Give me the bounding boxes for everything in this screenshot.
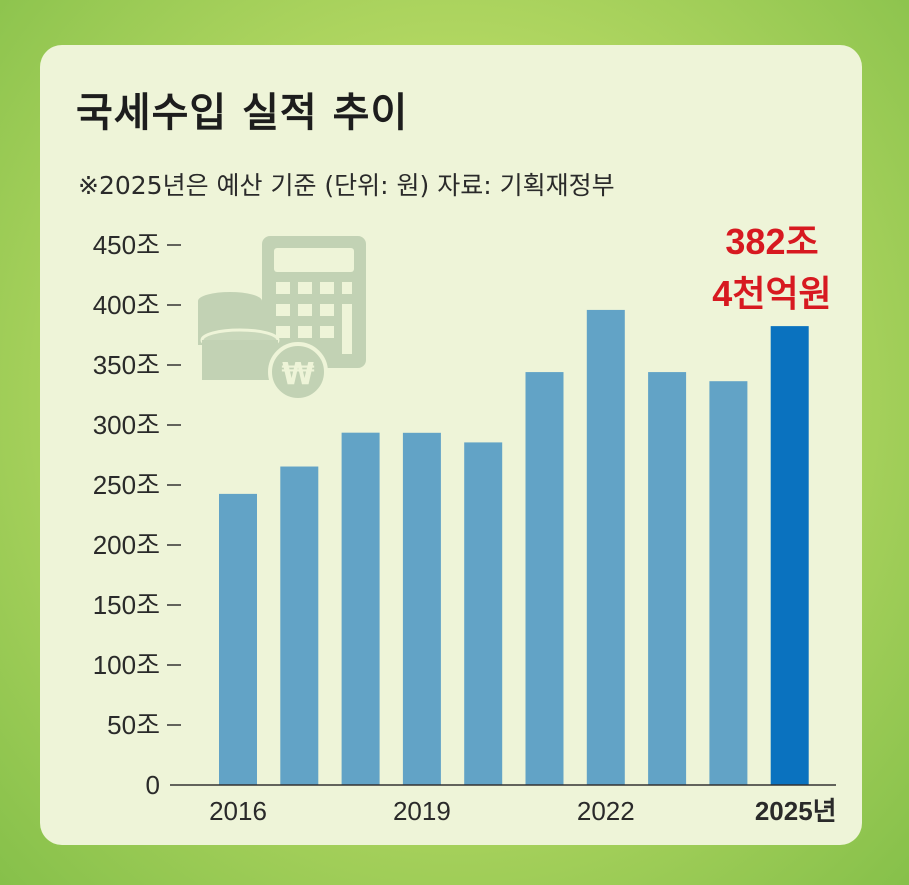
- bar-2020: [464, 442, 503, 785]
- highlight-label: 382조 4천억원: [712, 221, 831, 314]
- y-tick-label: 350조: [93, 350, 160, 380]
- bar-2023: [648, 372, 687, 785]
- bars: [219, 309, 809, 785]
- bar-2018: [341, 432, 380, 785]
- x-tick-label: 2025년: [755, 796, 837, 826]
- bar-2022: [586, 309, 625, 785]
- y-tick-label: 50조: [107, 710, 160, 740]
- x-tick-label: 2019: [393, 796, 451, 826]
- y-tick-label: 100조: [93, 650, 160, 680]
- bar-2017: [280, 466, 319, 785]
- y-tick-label: 400조: [93, 290, 160, 320]
- y-tick-label: 200조: [93, 530, 160, 560]
- x-tick-label: 2022: [577, 796, 635, 826]
- x-tick-label: 2016: [209, 796, 267, 826]
- bar-2016: [219, 493, 257, 785]
- calculator-and-coins-icon: ₩: [198, 236, 366, 402]
- y-tick-label: 300조: [93, 410, 160, 440]
- bar-2024: [709, 381, 748, 785]
- svg-text:₩: ₩: [281, 357, 314, 392]
- chart-note: ※2025년은 예산 기준 (단위: 원) 자료: 기획재정부: [78, 171, 615, 200]
- highlight-value-line2: 4천억원: [712, 273, 831, 314]
- x-axis: 2016 2019 2022 2025년: [170, 784, 837, 826]
- highlight-value-line1: 382조: [725, 221, 818, 262]
- y-axis: 0 50조 100조 150조 200조 250조 300조 350조 400조 450조: [93, 230, 181, 800]
- y-tick-label: 0: [146, 770, 160, 800]
- y-tick-label: 250조: [93, 470, 160, 500]
- chart-title: 국세수입 실적 추이: [76, 90, 409, 136]
- bar-2025: [770, 326, 809, 785]
- bar-2019: [402, 432, 441, 785]
- y-tick-label: 150조: [93, 590, 160, 620]
- bar-2021: [525, 372, 564, 785]
- y-tick-label: 450조: [93, 230, 160, 260]
